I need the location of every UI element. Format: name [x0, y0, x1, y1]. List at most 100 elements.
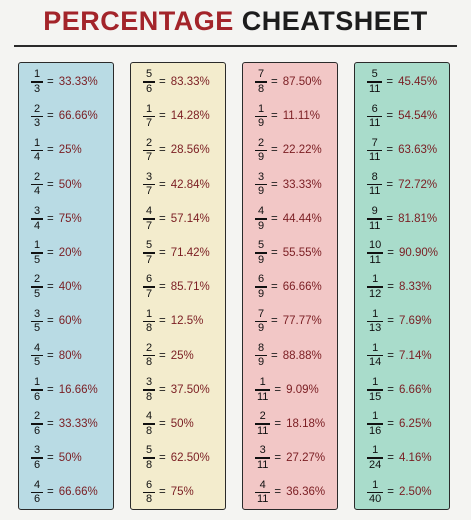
fraction-row: 1 9 = 11.11% — [243, 99, 337, 133]
numerator: 4 — [259, 478, 266, 491]
fraction-row: 3 11 = 27.27% — [243, 441, 337, 475]
percentage-value: 8.33% — [398, 281, 432, 294]
percentage-value: 50% — [58, 178, 82, 191]
fraction-bar — [31, 286, 43, 288]
fraction-bar — [31, 81, 43, 83]
equals-sign: = — [47, 247, 54, 260]
fraction-bar — [143, 491, 155, 494]
numerator: 1 — [259, 376, 266, 389]
percentage-value: 40% — [58, 281, 82, 294]
numerator: 9 — [371, 205, 378, 218]
fraction-bar — [31, 252, 43, 254]
fraction: 1 14 — [367, 342, 384, 369]
percentage-value: 14.28% — [170, 110, 210, 123]
numerator: 3 — [33, 205, 41, 218]
equals-sign: = — [47, 281, 54, 294]
fraction-row: 8 9 = 88.88% — [243, 339, 337, 373]
equals-sign: = — [159, 315, 166, 328]
percentage-value: 4.16% — [398, 452, 432, 465]
fraction-bar — [367, 354, 384, 357]
numerator: 6 — [145, 478, 153, 491]
percentage-value: 11.11% — [282, 110, 321, 123]
numerator: 8 — [371, 170, 378, 183]
equals-sign: = — [387, 315, 394, 328]
percentage-value: 42.84% — [170, 178, 210, 191]
equals-sign: = — [271, 315, 278, 328]
percentage-value: 27.27% — [286, 452, 326, 465]
fraction-row: 7 8 = 87.50% — [243, 65, 337, 99]
denominator: 9 — [257, 287, 265, 300]
denominator: 6 — [33, 493, 41, 506]
fraction: 5 11 — [367, 69, 383, 95]
fraction-bar — [367, 423, 384, 425]
column-4: 5 11 = 45.45% 6 11 = 54.54% 7 11 = 63.63% 8 11 = 72.72%… — [354, 62, 450, 510]
numerator: 7 — [257, 68, 265, 81]
equals-sign: = — [159, 486, 166, 499]
percentage-value: 37.50% — [170, 383, 210, 396]
denominator: 9 — [257, 253, 265, 266]
fraction-row: 2 5 = 40% — [19, 270, 113, 304]
denominator: 4 — [33, 151, 41, 164]
fraction-bar — [255, 354, 267, 357]
denominator: 11 — [369, 219, 381, 232]
title-cheatsheet: CHEATSHEET — [241, 6, 428, 36]
percentage-value: 12.5% — [170, 315, 204, 328]
equals-sign: = — [47, 212, 54, 225]
percentage-value: 50% — [58, 452, 82, 465]
fraction: 1 11 — [255, 376, 271, 403]
numerator: 3 — [257, 170, 265, 183]
equals-sign: = — [159, 349, 166, 362]
numerator: 1 — [257, 102, 265, 115]
percentage-value: 33.33% — [282, 178, 322, 191]
fraction: 1 13 — [367, 308, 384, 335]
fraction-bar — [31, 320, 43, 323]
fraction-row: 4 8 = 50% — [131, 407, 225, 441]
fraction-row: 3 6 = 50% — [19, 441, 113, 475]
equals-sign: = — [387, 383, 394, 396]
fraction: 1 15 — [367, 377, 384, 403]
fraction-row: 5 7 = 71.42% — [131, 236, 225, 270]
denominator: 9 — [257, 356, 265, 369]
equals-sign: = — [271, 212, 278, 225]
denominator: 5 — [33, 322, 41, 335]
denominator: 11 — [257, 390, 269, 403]
denominator: 11 — [257, 458, 269, 471]
fraction-bar — [367, 252, 384, 254]
title-divider — [14, 45, 457, 47]
fraction-row: 3 7 = 42.84% — [131, 168, 225, 202]
denominator: 8 — [257, 82, 265, 95]
fraction-bar — [31, 491, 43, 494]
percentage-value: 81.81% — [398, 212, 438, 225]
numerator: 4 — [257, 205, 265, 218]
denominator: 9 — [257, 219, 265, 232]
percentage-value: 77.77% — [282, 315, 322, 328]
numerator: 10 — [369, 239, 382, 252]
fraction-bar — [255, 218, 267, 220]
fraction-bar — [255, 183, 267, 186]
equals-sign: = — [387, 417, 394, 430]
fraction-row: 1 15 = 6.66% — [355, 373, 449, 407]
percentage-value: 6.25% — [398, 417, 432, 430]
fraction-row: 4 5 = 80% — [19, 339, 113, 373]
denominator: 40 — [369, 493, 382, 506]
fraction-bar — [255, 320, 267, 323]
equals-sign: = — [47, 110, 54, 123]
percentage-value: 62.50% — [170, 452, 210, 465]
equals-sign: = — [47, 349, 54, 362]
denominator: 7 — [145, 117, 153, 130]
equals-sign: = — [387, 486, 394, 499]
fraction-row: 1 6 = 16.66% — [19, 373, 113, 407]
numerator: 8 — [257, 341, 265, 354]
